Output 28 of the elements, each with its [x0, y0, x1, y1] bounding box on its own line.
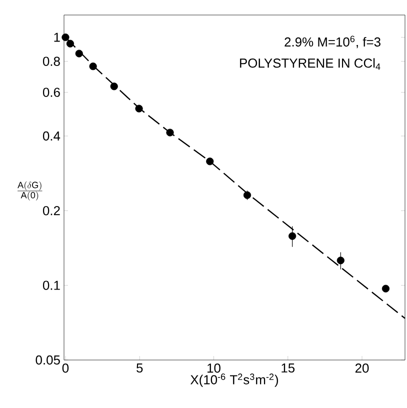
y-tick-label: 0.6 [42, 88, 60, 97]
x-tick-label: 15 [282, 364, 295, 373]
point [243, 191, 252, 199]
point [288, 232, 296, 240]
y-tick-label: 0.4 [42, 131, 60, 141]
point [166, 128, 174, 136]
point [336, 256, 344, 264]
point [89, 62, 97, 70]
y-tick-label: 0.05 [36, 355, 60, 365]
annotation: 2.9% M=10$^{6}$, f=3 [284, 36, 380, 48]
x-tick-label: 0 [62, 364, 69, 373]
text: X(10$^{-6}$ T$^{2}$s$^{3}$m$^{-2}$) [190, 374, 278, 387]
y-tick-label: 0.1 [42, 280, 60, 290]
y-tick-label: 1 [54, 32, 60, 42]
point [382, 284, 390, 292]
y-tick-label: 0.8 [42, 56, 60, 66]
point [135, 104, 143, 112]
x-tick-label: 10 [208, 364, 220, 373]
annotation: POLYSTYRENE IN CCl$_{4}$ [240, 58, 380, 70]
x-tick-label: 20 [355, 364, 369, 373]
point [62, 34, 70, 42]
y-axis-title: $\frac{\mathrm{A(\delta G)}}{\mathrm{A(0)}}$ [18, 181, 42, 201]
y-tick-label: 0.2 [42, 206, 60, 216]
point [110, 82, 118, 90]
point [206, 158, 214, 166]
x-tick-label: 5 [136, 364, 143, 373]
point [75, 50, 83, 58]
point [66, 40, 74, 48]
